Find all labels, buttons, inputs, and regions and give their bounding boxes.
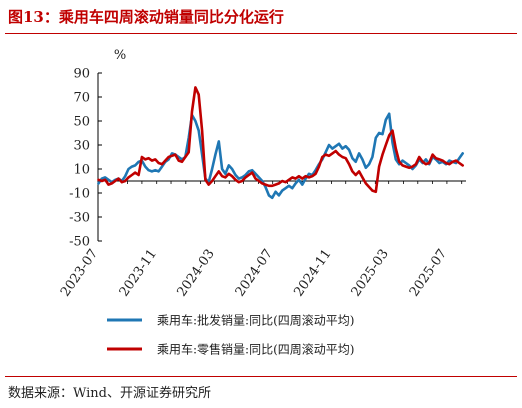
x-tick-label: 2024-11 — [291, 247, 334, 300]
y-tick-label: 90 — [73, 67, 90, 82]
y-tick-label: -50 — [69, 235, 90, 250]
x-tick-label: 2023-07 — [58, 247, 101, 300]
y-tick-label: -30 — [69, 211, 90, 226]
x-tick-label: 2024-03 — [174, 247, 217, 300]
figure-title: 图13：乘用车四周滚动销量同比分化运行 — [8, 8, 284, 26]
chart-legend: 乘用车:批发销量:同比(四周滚动平均) 乘用车:零售销量:同比(四周滚动平均) — [107, 313, 354, 357]
title-rule — [5, 33, 517, 34]
y-tick-label: 70 — [73, 91, 90, 106]
x-tick-label: 2025-07 — [407, 247, 450, 300]
series-line-wholesale — [97, 112, 465, 200]
x-tick-label: 2025-03 — [349, 247, 392, 300]
legend-label: 乘用车:零售销量:同比(四周滚动平均) — [157, 342, 354, 357]
y-tick-label: 50 — [73, 115, 90, 130]
y-tick-label: -10 — [69, 187, 90, 202]
source-note: 数据来源：Wind、开源证券研究所 — [8, 386, 211, 401]
source-rule — [5, 376, 517, 377]
x-tick-label: 2024-07 — [233, 247, 276, 300]
y-tick-label: 30 — [73, 139, 90, 154]
legend-label: 乘用车:批发销量:同比(四周滚动平均) — [157, 313, 354, 328]
y-axis-unit: % — [114, 48, 126, 63]
y-tick-label: 10 — [73, 163, 90, 178]
chart-series-layer — [97, 86, 465, 200]
x-tick-label: 2023-11 — [117, 247, 160, 300]
series-line-retail — [97, 86, 465, 194]
